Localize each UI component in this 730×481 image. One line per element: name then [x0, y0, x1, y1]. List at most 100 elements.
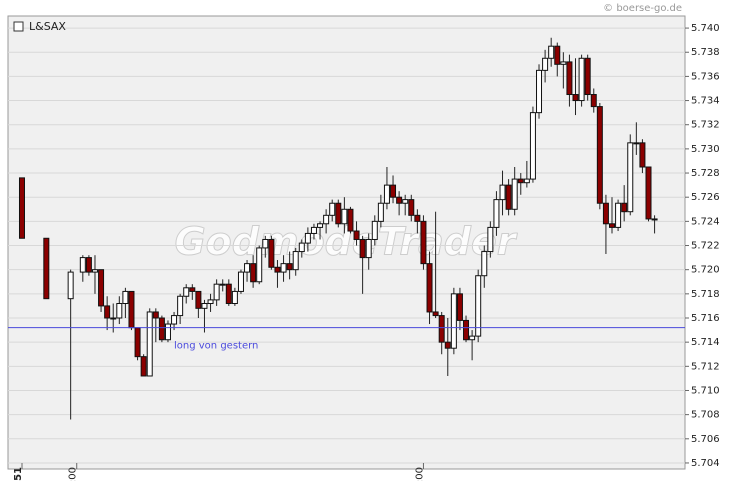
candle-body: [475, 275, 482, 337]
candle-body: [213, 283, 220, 301]
candle-body: [572, 94, 579, 102]
y-tick-label: 5.718: [691, 289, 720, 300]
candle-body: [237, 271, 244, 292]
candle-body: [262, 238, 269, 249]
candle-body: [596, 106, 603, 204]
candle-body: [104, 305, 111, 319]
candle-body: [511, 178, 518, 210]
candle-body: [463, 319, 470, 341]
candle-body: [438, 315, 445, 343]
candle-body: [396, 196, 403, 204]
candle-body: [304, 232, 311, 244]
source: © boerse-go.de: [603, 3, 682, 14]
candle-body: [268, 238, 275, 268]
candle-body: [256, 247, 263, 283]
candle-body: [164, 323, 171, 341]
candle-body: [602, 202, 609, 225]
legend-swatch: [13, 21, 24, 32]
candle-body: [505, 184, 512, 210]
candle-body: [310, 226, 317, 234]
candle-body: [609, 223, 616, 228]
y-tick-label: 5.704: [691, 458, 720, 469]
candle-body: [183, 287, 190, 297]
y-tick-label: 5.716: [691, 313, 720, 324]
y-tick-label: 5.738: [691, 47, 720, 58]
candle-body: [286, 263, 293, 271]
candle-body: [481, 251, 488, 277]
candle-body: [317, 223, 324, 228]
candle-body: [426, 263, 433, 313]
candle-body: [91, 269, 98, 273]
y-tick-label: 5.722: [691, 241, 720, 252]
candle-body: [323, 214, 330, 225]
candle-body: [548, 45, 555, 59]
candle-body: [189, 287, 196, 292]
candle-body: [377, 202, 384, 222]
candle-body: [487, 226, 494, 253]
candle-body: [529, 112, 536, 180]
x-tick-label: 07:51: [13, 467, 24, 481]
x-tick-label: 09:00: [414, 467, 425, 481]
y-tick-label: 5.720: [691, 265, 720, 276]
y-tick-label: 5.734: [691, 96, 720, 107]
candle-body: [250, 263, 257, 283]
candle-body: [645, 166, 652, 220]
candle-body: [79, 257, 86, 273]
y-tick-label: 5.730: [691, 144, 720, 155]
candle-body: [219, 283, 226, 286]
candle-body: [432, 311, 439, 317]
candle-body: [140, 356, 147, 377]
candle-body: [402, 199, 409, 204]
candle-body: [195, 290, 202, 309]
candle-body: [177, 295, 184, 317]
candle-body: [122, 290, 129, 305]
candle-body: [493, 199, 500, 228]
candle-body: [584, 57, 591, 96]
candle-body: [621, 202, 628, 213]
candle-body: [627, 142, 634, 213]
candle-body: [171, 315, 178, 325]
candle-body: [536, 69, 543, 114]
candle-body: [158, 317, 165, 341]
candle-body: [292, 251, 299, 271]
candle-body: [110, 317, 117, 320]
candle-body: [85, 257, 92, 273]
candle-body: [517, 178, 524, 184]
candle-body: [116, 303, 123, 319]
candle-body: [371, 220, 378, 240]
candle-body: [633, 142, 640, 145]
candle-body: [365, 238, 372, 259]
candle-body: [98, 269, 105, 307]
candle-body: [335, 202, 342, 225]
candle-body: [390, 184, 397, 198]
candle-body: [414, 214, 421, 222]
candle-body: [207, 299, 214, 305]
candle-body: [128, 290, 135, 329]
candle-body: [146, 311, 153, 377]
y-tick-label: 5.712: [691, 361, 720, 372]
candle-body: [383, 184, 390, 204]
y-tick-label: 5.710: [691, 385, 720, 396]
candle-body: [244, 263, 251, 273]
candle-body: [298, 242, 305, 253]
candle-body: [456, 293, 463, 321]
y-tick-label: 5.732: [691, 120, 720, 131]
candle-body: [499, 184, 506, 201]
candle-body: [359, 238, 366, 259]
y-tick-label: 5.714: [691, 337, 720, 348]
candle-body: [341, 208, 348, 225]
candle-body: [651, 218, 658, 221]
candle-body: [353, 230, 360, 240]
candle-body: [615, 202, 622, 228]
y-tick-label: 5.736: [691, 71, 720, 82]
watermark: GodmodeTrader: [174, 220, 517, 264]
candle-body: [408, 199, 415, 216]
candle-body: [231, 290, 238, 305]
candle-body: [578, 57, 585, 102]
candle-body: [67, 271, 74, 300]
candle-body: [329, 202, 336, 216]
candle-body: [274, 266, 281, 273]
candle-body: [566, 61, 573, 96]
candle-body: [225, 283, 232, 305]
